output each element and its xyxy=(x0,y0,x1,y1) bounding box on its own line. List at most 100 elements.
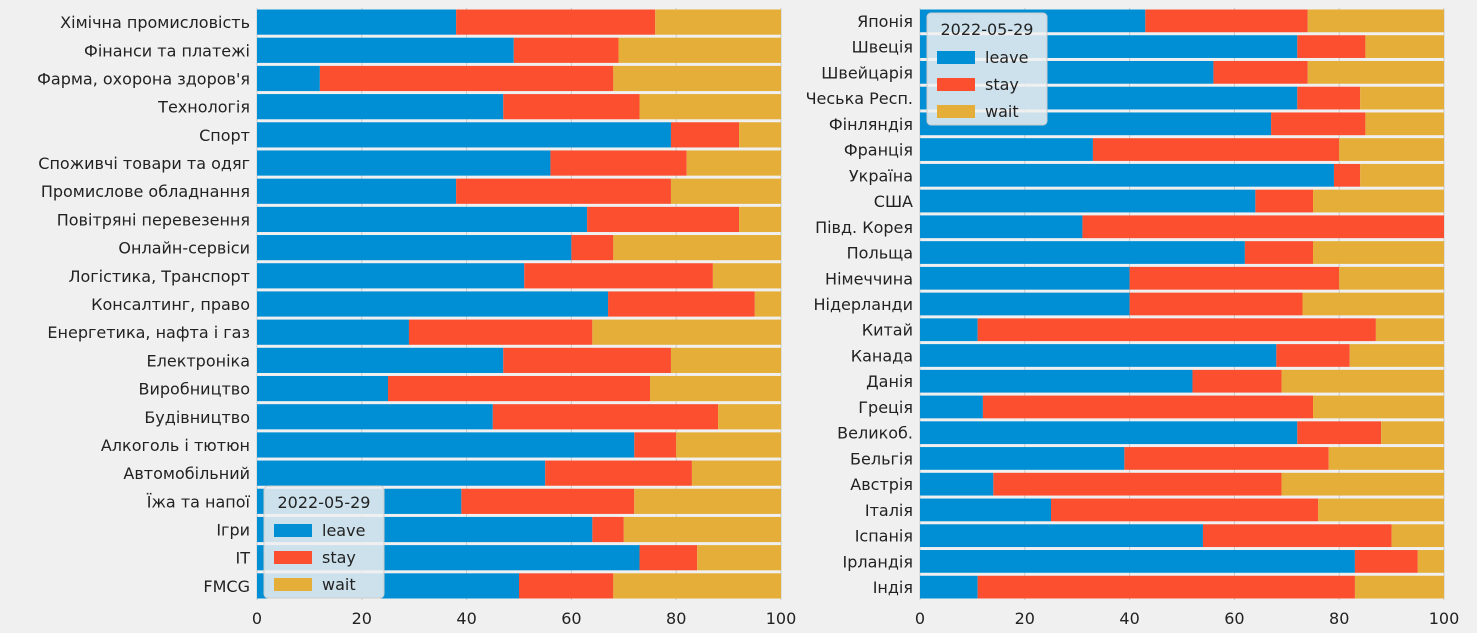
bar-stay xyxy=(1255,189,1313,213)
category-label: Великоб. xyxy=(837,424,913,443)
bar-stay xyxy=(977,318,1376,342)
category-label: Енергетика, нафта і газ xyxy=(47,323,250,342)
category-label: Данія xyxy=(866,372,913,391)
bar-leave xyxy=(920,395,983,419)
x-tick-label: 40 xyxy=(1119,609,1139,628)
bar-wait xyxy=(592,319,781,345)
legend-label-stay: stay xyxy=(322,548,356,567)
x-tick-label: 100 xyxy=(1429,609,1460,628)
bar-wait xyxy=(670,347,781,373)
legend-swatch-stay xyxy=(274,551,312,564)
bar-stay xyxy=(456,9,656,35)
bar-stay xyxy=(1297,86,1361,110)
bar-stay xyxy=(503,347,671,373)
category-label: Греція xyxy=(858,398,913,417)
category-label: Логістика, Транспорт xyxy=(68,267,250,286)
bar-wait xyxy=(676,432,781,458)
bar-stay xyxy=(1092,138,1340,161)
bar-wait xyxy=(623,516,781,543)
bar-leave xyxy=(920,550,1355,573)
bar-stay xyxy=(1354,550,1418,573)
bar-stay xyxy=(639,545,698,571)
legend-label-wait: wait xyxy=(985,102,1019,121)
bar-leave xyxy=(920,344,1277,367)
bar-leave xyxy=(920,266,1130,290)
bar-wait xyxy=(1313,241,1444,264)
legend: 2022-05-29 leave stay wait xyxy=(926,12,1048,126)
bar-stay xyxy=(670,122,740,148)
bar-leave xyxy=(920,163,1334,187)
legend-box xyxy=(926,12,1048,126)
category-label: IT xyxy=(236,549,251,568)
legend-label-wait: wait xyxy=(322,575,356,594)
bar-wait xyxy=(739,206,781,233)
bar-leave xyxy=(257,206,588,233)
bar-stay xyxy=(1202,524,1392,548)
bar-stay xyxy=(587,206,740,233)
bar-leave xyxy=(920,138,1093,161)
bar-stay xyxy=(1129,266,1340,290)
legend-label-leave: leave xyxy=(322,521,365,540)
bar-leave xyxy=(920,189,1256,213)
bar-leave xyxy=(920,447,1125,470)
x-tick-label: 80 xyxy=(666,609,686,628)
bar-stay xyxy=(550,150,687,176)
bar-wait xyxy=(754,291,781,317)
bar-wait xyxy=(1349,344,1444,367)
bar-wait xyxy=(650,375,781,402)
bar-stay xyxy=(1051,498,1319,522)
bar-stay xyxy=(388,375,650,402)
bar-stay xyxy=(1129,292,1303,316)
bar-leave xyxy=(257,65,320,92)
category-label: Онлайн-сервіси xyxy=(118,239,250,258)
bar-wait xyxy=(1360,86,1444,110)
bar-wait xyxy=(1339,266,1444,290)
bar-leave xyxy=(257,404,493,430)
bar-wait xyxy=(697,545,781,571)
bar-wait xyxy=(1375,318,1444,342)
bar-stay xyxy=(456,178,671,204)
bar-wait xyxy=(1281,472,1444,496)
bar-stay xyxy=(1192,369,1282,393)
bar-stay xyxy=(1124,447,1329,470)
category-label: Їжа та напої xyxy=(147,492,251,511)
bar-wait xyxy=(1339,138,1444,161)
bar-wait xyxy=(686,150,781,176)
bar-wait xyxy=(1365,112,1444,136)
category-label: Індія xyxy=(873,578,913,597)
category-label: Промислове обладнання xyxy=(41,182,250,201)
x-tick-label: 20 xyxy=(1015,609,1035,628)
x-tick-label: 80 xyxy=(1329,609,1349,628)
bar-wait xyxy=(1417,550,1444,573)
category-label: Фарма, охорона здоров'я xyxy=(37,69,250,88)
bar-wait xyxy=(1307,9,1444,33)
bar-stay xyxy=(571,235,614,261)
bar-stay xyxy=(977,575,1355,599)
bar-wait xyxy=(718,404,781,430)
category-label: Хімічна промисловість xyxy=(60,13,250,32)
bar-leave xyxy=(920,575,978,599)
category-label: Бельгія xyxy=(850,449,913,468)
bar-wait xyxy=(613,65,781,92)
legend-swatch-wait xyxy=(937,105,975,118)
category-label: Італія xyxy=(865,501,913,520)
legend-swatch-leave xyxy=(274,524,312,537)
bar-wait xyxy=(655,9,781,35)
category-label: Ірландія xyxy=(843,552,914,571)
bar-stay xyxy=(1297,421,1382,445)
bar-leave xyxy=(257,319,409,345)
bar-leave xyxy=(920,498,1051,522)
bar-wait xyxy=(1354,575,1444,599)
bar-leave xyxy=(257,9,457,35)
bar-stay xyxy=(519,573,614,599)
bar-stay xyxy=(592,516,624,543)
bar-leave xyxy=(257,432,635,458)
bar-wait xyxy=(618,37,781,63)
bar-wait xyxy=(639,94,781,120)
category-label: Польща xyxy=(847,244,913,263)
x-tick-label: 100 xyxy=(766,609,797,628)
bar-wait xyxy=(613,573,781,599)
bar-stay xyxy=(1271,112,1366,136)
category-label: Китай xyxy=(862,321,913,340)
